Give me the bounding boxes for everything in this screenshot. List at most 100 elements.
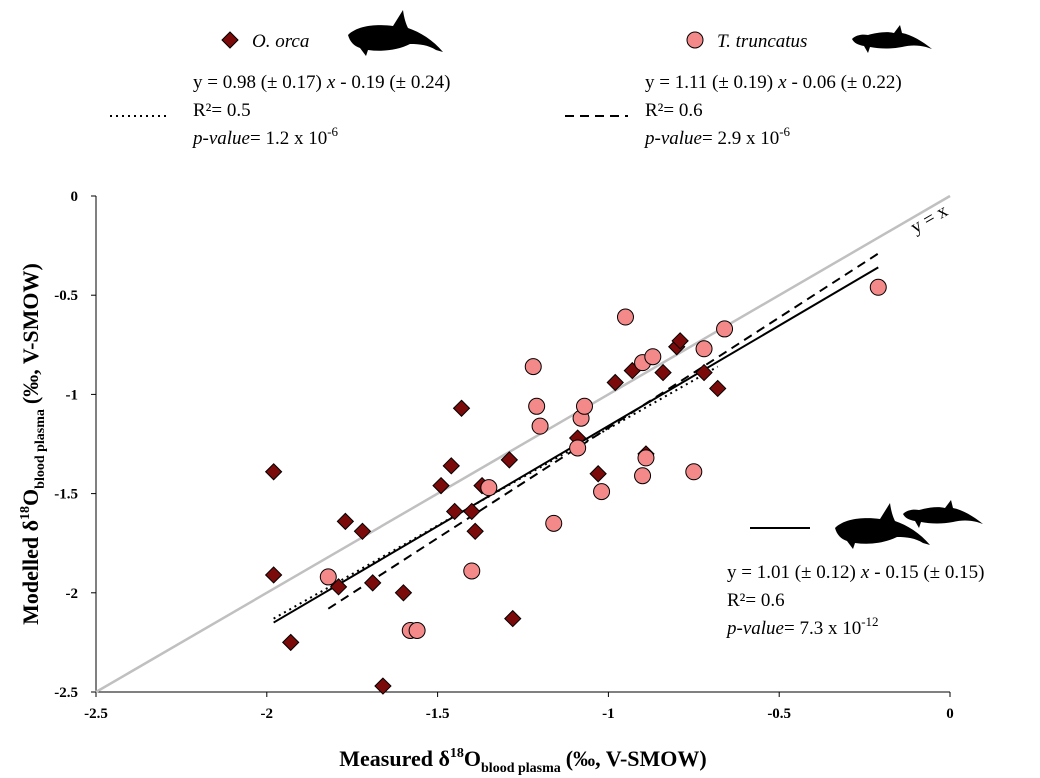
dolphin-icon: [903, 500, 983, 528]
y-tick-label: -2.5: [54, 685, 78, 701]
x-tick-label: -1: [602, 706, 615, 722]
circle-marker: [545, 514, 563, 532]
label-part: Modelled δ: [18, 520, 43, 625]
diamond-marker: [445, 502, 464, 521]
diamond-marker: [709, 379, 727, 398]
equation: y = 1.11 (± 0.19) x - 0.06 (± 0.22): [645, 72, 902, 93]
diamond-marker: [282, 633, 300, 652]
diamond-marker: [264, 566, 283, 584]
circle-marker: [644, 348, 662, 366]
eq-part: y = 0.98 (± 0.17): [193, 72, 322, 93]
circle-marker: [524, 358, 542, 376]
diamond-marker: [394, 584, 413, 602]
r-squared: R²= 0.5: [193, 100, 251, 121]
circle-marker: [319, 568, 337, 586]
p-exp: -6: [779, 124, 790, 139]
eq-part: y = 1.11 (± 0.19): [645, 72, 773, 93]
x-tick-label: -2: [261, 706, 274, 722]
diamond-marker: [374, 677, 392, 695]
y-tick-label: -1: [66, 387, 79, 403]
diamond-marker: [353, 522, 372, 541]
circle-marker: [869, 278, 887, 296]
circle-marker: [528, 397, 546, 415]
circle-marker: [569, 439, 587, 457]
eq-var: x: [860, 562, 870, 583]
label-part: (‰, V-SMOW): [566, 746, 707, 771]
circle-marker: [463, 562, 481, 580]
identity-label: y = x: [907, 200, 952, 238]
legend-label: T. truncatus: [717, 31, 807, 52]
p-text: = 7.3 x 10: [784, 618, 861, 639]
fit-line: [273, 365, 719, 620]
circle-marker: [593, 483, 611, 501]
diamond-marker: [336, 512, 355, 531]
diamond-marker: [504, 609, 522, 628]
p-name: p-value: [725, 618, 784, 639]
x-tick-label: -2.5: [84, 706, 108, 722]
eq-part: - 0.06 (± 0.22): [792, 72, 902, 93]
p-name: p-value: [643, 128, 702, 149]
diamond-marker: [463, 502, 481, 521]
equation: y = 1.01 (± 0.12) x - 0.15 (± 0.15): [727, 562, 984, 583]
label-part: Measured δ: [339, 746, 450, 771]
diamond-marker: [695, 363, 713, 382]
circle-marker: [685, 463, 703, 481]
orca-icon: [348, 10, 443, 56]
eq-part: - 0.15 (± 0.15): [874, 562, 984, 583]
y-tick-label: -0.5: [54, 288, 78, 304]
p-value: p-value= 7.3 x 10-12: [725, 614, 879, 639]
circle-marker: [575, 397, 593, 415]
label-part: O: [18, 489, 43, 506]
p-name: p-value: [191, 128, 250, 149]
label-part: O: [464, 746, 481, 771]
diamond-marker: [500, 451, 519, 469]
p-value: p-value= 1.2 x 10-6: [191, 124, 339, 149]
r-squared: R²= 0.6: [645, 100, 703, 121]
y-tick-label: -2: [66, 586, 79, 602]
circle-marker: [531, 417, 549, 435]
p-text: = 2.9 x 10: [702, 128, 779, 149]
x-tick-label: 0: [946, 706, 954, 722]
y-label: Modelled δ18Oblood plasma (‰, V-SMOW): [18, 263, 48, 625]
x-label: Measured δ18Oblood plasma (‰, V-SMOW): [339, 746, 706, 776]
diamond-marker: [671, 332, 689, 350]
diamond-marker: [363, 574, 382, 592]
label-sub: blood plasma: [33, 409, 48, 489]
label-sup: 18: [450, 746, 464, 761]
diamond-marker: [264, 463, 283, 481]
orca-icon: [835, 503, 930, 549]
diamond-marker: [442, 457, 460, 475]
fit-line: [327, 252, 879, 610]
equation: y = 0.98 (± 0.17) x - 0.19 (± 0.24): [193, 72, 450, 93]
legend-marker: [221, 31, 239, 49]
identity-line: [95, 194, 951, 694]
diamond-marker: [329, 578, 348, 596]
p-text: = 1.2 x 10: [250, 128, 327, 149]
legend-label: O. orca: [252, 31, 309, 52]
x-tick-label: -1.5: [426, 706, 450, 722]
diamond-marker: [432, 476, 450, 495]
circle-marker: [480, 479, 498, 497]
eq-var: x: [326, 72, 336, 93]
p-exp: -12: [861, 614, 878, 629]
circle-marker: [695, 340, 713, 358]
y-tick-label: -1.5: [54, 487, 78, 503]
label-part: (‰, V-SMOW): [18, 263, 43, 404]
eq-var: x: [777, 72, 787, 93]
diamond-marker: [466, 522, 484, 541]
circle-marker: [634, 467, 652, 485]
label-sup: 18: [18, 506, 33, 520]
x-tick-label: -0.5: [767, 706, 791, 722]
p-exp: -6: [327, 124, 338, 139]
label-sub: blood plasma: [481, 761, 561, 776]
legend-marker: [686, 31, 704, 49]
p-value: p-value= 2.9 x 10-6: [643, 124, 791, 149]
eq-part: - 0.19 (± 0.24): [340, 72, 450, 93]
diamond-marker: [654, 363, 672, 382]
y-tick-label: 0: [71, 189, 79, 205]
circle-marker: [408, 621, 426, 639]
circle-marker: [637, 449, 655, 467]
eq-part: y = 1.01 (± 0.12): [727, 562, 856, 583]
r-squared: R²= 0.6: [727, 590, 785, 611]
